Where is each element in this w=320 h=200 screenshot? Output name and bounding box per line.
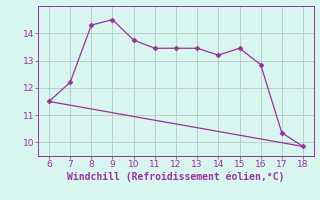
X-axis label: Windchill (Refroidissement éolien,°C): Windchill (Refroidissement éolien,°C): [67, 172, 285, 182]
